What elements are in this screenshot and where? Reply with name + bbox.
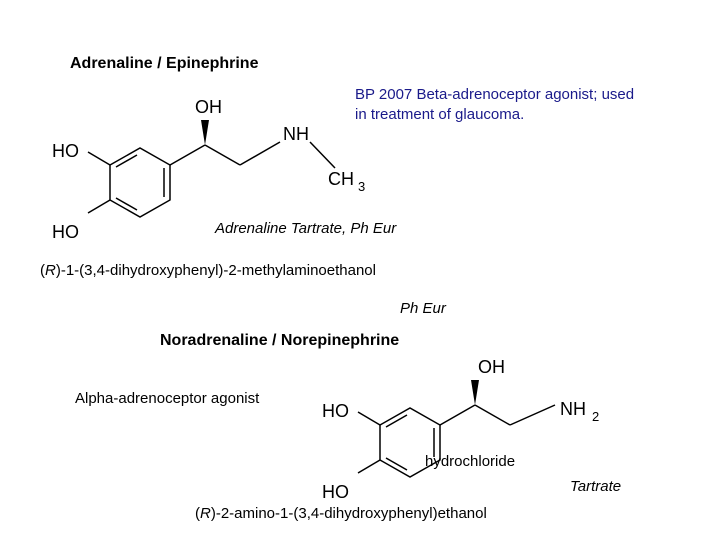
r-config-2: R — [200, 505, 211, 522]
nh2-label: NH — [560, 399, 586, 419]
chemname-noradrenaline: (R)-2-amino-1-(3,4-dihydroxyphenyl)ethan… — [195, 505, 487, 522]
noradrenaline-structure: HO HO OH NH 2 — [0, 0, 720, 540]
nh2-sub: 2 — [592, 409, 599, 424]
hydrochloride-label: hydrochloride — [425, 453, 515, 470]
ho-label-3: HO — [322, 401, 349, 421]
chemname2-rest: )-2-amino-1-(3,4-dihydroxyphenyl)ethanol — [211, 505, 487, 522]
ho-label-4: HO — [322, 482, 349, 502]
oh-label-2: OH — [478, 357, 505, 377]
tartrate-label: Tartrate — [570, 478, 621, 495]
